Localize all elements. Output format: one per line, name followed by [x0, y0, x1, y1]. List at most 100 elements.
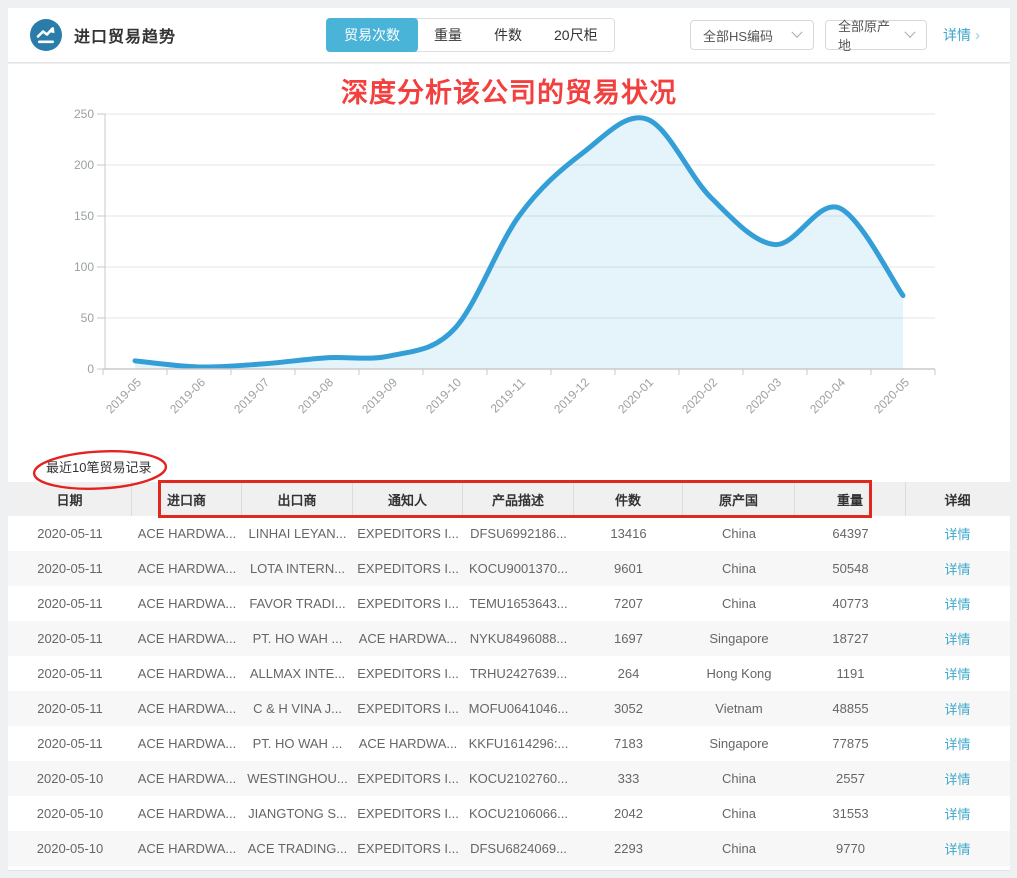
x-axis-label: 2019-06 — [167, 375, 208, 416]
table-row: 2020-05-10 ACE HARDWA... ACE TRADING... EXP… — [8, 831, 1010, 866]
cell-exporter: WESTINGHOU... — [247, 771, 348, 786]
table-row: 2020-05-11 ACE HARDWA... LINHAI LEYAN... EX… — [8, 516, 1010, 551]
hs-code-filter[interactable]: 全部HS编码 — [690, 20, 814, 50]
cell-pieces: 333 — [617, 771, 640, 786]
cell-pieces: 2293 — [614, 841, 643, 856]
cell-importer: ACE HARDWA... — [137, 526, 237, 541]
cell-importer: ACE HARDWA... — [137, 596, 237, 611]
cell-date: 2020-05-11 — [37, 666, 103, 681]
origin-filter-value: 全部原产地 — [838, 19, 891, 53]
cell-notify: EXPEDITORS I... — [357, 806, 459, 821]
x-axis-label: 2020-03 — [743, 375, 784, 416]
table-row: 2020-05-11 ACE HARDWA... C & H VINA J... EX… — [8, 691, 1010, 726]
cell-detail: 详情 — [906, 831, 1009, 866]
row-detail-link[interactable]: 详情 — [944, 737, 971, 752]
cell-date: 2020-05-10 — [36, 806, 104, 821]
cell-origin: China — [722, 841, 756, 856]
cell-origin: China — [722, 561, 756, 576]
cell-exporter: ALLMAX INTE... — [249, 666, 346, 681]
column-header-5: 件数 — [574, 482, 683, 516]
cell-date: 2020-05-10 — [36, 841, 104, 856]
cell-product: DFSU6824069... — [470, 841, 567, 856]
cell-weight: 9770 — [836, 841, 865, 856]
table-row: 2020-05-11 ACE HARDWA... ALLMAX INTE... EXP… — [8, 656, 1010, 691]
column-header-8: 详细 — [944, 492, 971, 508]
cell-pieces: 3052 — [614, 701, 643, 716]
cell-detail: 详情 — [906, 796, 1009, 831]
cell-origin: China — [722, 806, 756, 821]
column-header-3: 通知人 — [353, 482, 463, 516]
x-axis-label: 2019-08 — [295, 375, 336, 416]
origin-filter[interactable]: 全部原产地 — [825, 19, 927, 53]
column-header-1: 进口商 — [132, 482, 242, 516]
x-axis-label: 2020-04 — [807, 375, 848, 416]
row-detail-link[interactable]: 详情 — [944, 562, 971, 577]
row-detail-link[interactable]: 详情 — [944, 597, 971, 612]
row-detail-link[interactable]: 详情 — [944, 842, 971, 857]
cell-importer: ACE HARDWA... — [137, 806, 237, 821]
cell-origin: Singapore — [709, 631, 769, 646]
cell-importer: ACE HARDWA... — [137, 666, 237, 681]
row-detail-link[interactable]: 详情 — [944, 702, 971, 717]
cell-exporter: PT. HO WAH ... — [252, 631, 343, 646]
y-axis-label: 0 — [87, 362, 94, 376]
cell-exporter: C & H VINA J... — [253, 701, 342, 716]
cell-importer: ACE HARDWA... — [137, 736, 237, 751]
x-axis-label: 2020-02 — [679, 375, 720, 416]
detail-link[interactable]: 详情 › — [943, 26, 980, 44]
tab-3[interactable]: 20尺柜 — [554, 27, 598, 43]
cell-exporter: PT. HO WAH ... — [252, 736, 343, 751]
cell-exporter: JIANGTONG S... — [248, 806, 347, 821]
cell-date: 2020-05-10 — [36, 771, 104, 786]
cell-pieces: 7183 — [614, 736, 643, 751]
table-body: 2020-05-11 ACE HARDWA... LINHAI LEYAN... EX… — [8, 516, 1010, 866]
cell-exporter: LOTA INTERN... — [249, 561, 346, 576]
cell-origin: Singapore — [709, 736, 769, 751]
row-detail-link[interactable]: 详情 — [944, 667, 971, 682]
cell-product: DFSU6992186... — [470, 526, 567, 541]
x-axis-label: 2020-05 — [871, 375, 912, 416]
table-header: 日期 进口商 出口商 通知人 产品描述 件数 原产国 重量 详细 — [8, 482, 1010, 516]
cell-weight: 50548 — [832, 561, 869, 576]
cell-product: KKFU1614296:... — [468, 736, 569, 751]
metric-tab-group: 贸易次数 重量 件数 20尺柜 — [326, 18, 615, 52]
hs-code-filter-value: 全部HS编码 — [703, 28, 774, 44]
column-header-4: 产品描述 — [463, 482, 574, 516]
panel-title: 进口贸易趋势 — [74, 29, 177, 46]
cell-date: 2020-05-11 — [37, 631, 103, 646]
cell-product: TEMU1653643... — [469, 596, 568, 611]
cell-pieces: 7207 — [614, 596, 643, 611]
cell-date: 2020-05-11 — [37, 736, 103, 751]
tab-1[interactable]: 重量 — [434, 27, 462, 43]
chevron-right-icon: › — [975, 26, 980, 44]
row-detail-link[interactable]: 详情 — [944, 807, 971, 822]
cell-detail: 详情 — [906, 621, 1009, 656]
tab-0[interactable]: 贸易次数 — [326, 18, 418, 52]
annotation-headline: 深度分析该公司的贸易状况 — [341, 78, 677, 108]
y-axis-label: 100 — [74, 260, 94, 274]
cell-date: 2020-05-11 — [37, 596, 103, 611]
cell-weight: 2557 — [836, 771, 865, 786]
cell-importer: ACE HARDWA... — [137, 561, 237, 576]
cell-origin: Hong Kong — [706, 666, 772, 681]
cell-product: NYKU8496088... — [469, 631, 568, 646]
y-axis-label: 200 — [74, 158, 94, 172]
column-header-6: 原产国 — [683, 482, 795, 516]
cell-product: KOCU2106066... — [468, 806, 568, 821]
row-detail-link[interactable]: 详情 — [944, 772, 971, 787]
series-area — [135, 117, 903, 369]
cell-weight: 64397 — [832, 526, 869, 541]
cell-importer: ACE HARDWA... — [137, 701, 237, 716]
records-table: 日期 进口商 出口商 通知人 产品描述 件数 原产国 重量 详细 2020-05-11 ACE H… — [8, 482, 1010, 866]
cell-importer: ACE HARDWA... — [137, 841, 237, 856]
tab-2[interactable]: 件数 — [494, 27, 522, 43]
x-axis-label: 2019-05 — [103, 375, 144, 416]
cell-notify: ACE HARDWA... — [358, 736, 458, 751]
table-row: 2020-05-10 ACE HARDWA... WESTINGHOU... EXPE… — [8, 761, 1010, 796]
row-detail-link[interactable]: 详情 — [944, 527, 971, 542]
cell-weight: 18727 — [832, 631, 869, 646]
cell-notify: EXPEDITORS I... — [357, 666, 459, 681]
table-row: 2020-05-10 ACE HARDWA... JIANGTONG S... EXP… — [8, 796, 1010, 831]
y-axis-label: 150 — [74, 209, 94, 223]
row-detail-link[interactable]: 详情 — [944, 632, 971, 647]
